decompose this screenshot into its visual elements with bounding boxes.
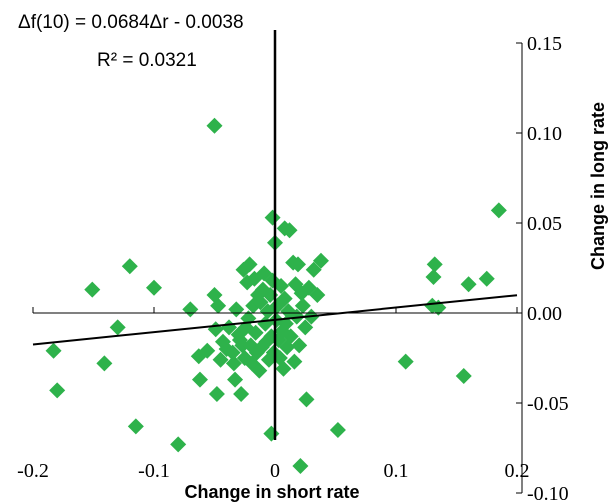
tick-marks xyxy=(32,42,522,494)
data-point xyxy=(199,342,216,359)
data-point xyxy=(109,319,126,336)
data-point xyxy=(478,270,495,287)
data-point xyxy=(292,458,309,474)
y-tick-label: 0.05 xyxy=(527,213,562,235)
data-point xyxy=(425,269,442,285)
y-tick-label: 0.15 xyxy=(527,33,562,55)
data-point xyxy=(426,256,443,273)
trendline-equation: Δf(10) = 0.0684Δr - 0.0038 xyxy=(18,12,244,33)
x-tick-label: -0.2 xyxy=(17,460,49,482)
data-point xyxy=(225,355,242,372)
x-tick-label: 0 xyxy=(270,460,280,482)
y-axis-title: Change in long rate xyxy=(588,102,608,270)
data-point xyxy=(455,368,472,384)
data-point xyxy=(96,355,113,372)
data-point xyxy=(460,276,477,293)
data-point xyxy=(84,281,101,298)
data-points xyxy=(45,117,507,474)
data-point xyxy=(247,324,264,341)
x-tick-label: -0.1 xyxy=(138,460,170,482)
tick-labels: -0.2 -0.1 0 0.1 0.2-0.10-0.050.000.050.100.1… xyxy=(17,33,569,504)
x-axis-title: Change in short rate xyxy=(184,482,359,502)
data-point xyxy=(49,382,66,399)
data-point xyxy=(263,425,280,442)
y-tick-label: 0.10 xyxy=(527,123,562,145)
y-tick-label: 0.00 xyxy=(527,303,562,325)
data-point xyxy=(276,290,293,307)
data-point xyxy=(170,436,187,453)
data-point xyxy=(305,261,322,278)
data-point xyxy=(309,287,326,303)
axes xyxy=(33,30,523,493)
data-point xyxy=(282,328,299,345)
data-point xyxy=(227,371,244,388)
data-point xyxy=(206,117,223,134)
data-point xyxy=(297,319,314,336)
data-point xyxy=(228,301,245,318)
data-point xyxy=(312,252,329,269)
data-point xyxy=(244,355,261,372)
data-point xyxy=(273,278,290,294)
data-point xyxy=(224,344,241,361)
data-point xyxy=(241,256,258,273)
data-point xyxy=(264,209,281,226)
data-point xyxy=(233,386,250,402)
data-point xyxy=(191,371,208,388)
trendline xyxy=(32,294,518,346)
data-point xyxy=(298,391,315,408)
x-tick-label: 0.1 xyxy=(384,460,409,482)
data-point xyxy=(276,220,293,237)
data-point xyxy=(329,422,346,438)
y-tick-label: -0.05 xyxy=(527,393,569,415)
data-point xyxy=(252,294,269,311)
data-point xyxy=(490,202,507,219)
data-point xyxy=(289,256,306,273)
data-point xyxy=(210,297,227,314)
data-point xyxy=(294,297,311,314)
data-point xyxy=(212,351,229,368)
data-point xyxy=(182,301,199,318)
data-point xyxy=(291,337,308,354)
x-tick-label: 0.2 xyxy=(505,460,530,482)
data-point xyxy=(207,321,224,338)
data-point xyxy=(45,342,62,359)
y-tick-label: -0.10 xyxy=(527,483,569,504)
data-point xyxy=(208,386,225,402)
data-point xyxy=(275,360,292,377)
data-point xyxy=(251,362,268,379)
data-point xyxy=(146,279,162,296)
data-point xyxy=(397,353,414,370)
data-point xyxy=(127,418,144,435)
r-squared-label: R² = 0.0321 xyxy=(97,50,197,71)
data-point xyxy=(121,258,138,275)
data-point xyxy=(234,337,251,354)
data-point xyxy=(286,353,303,370)
